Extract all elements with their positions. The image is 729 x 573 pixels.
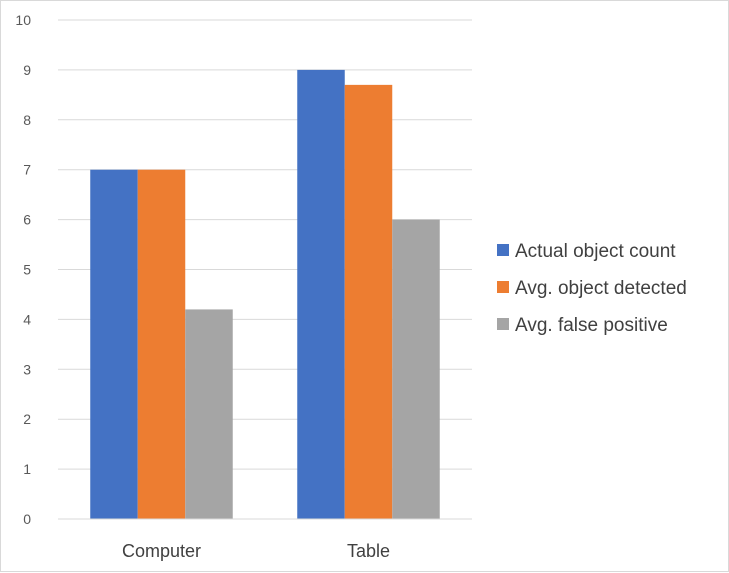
y-tick-label: 6 [23, 212, 31, 228]
y-tick-label: 0 [23, 511, 31, 527]
legend-label: Avg. object detected [515, 278, 687, 299]
y-tick-label: 7 [23, 162, 31, 178]
bar-computer-series-2 [137, 169, 186, 519]
legend: Actual object count Avg. object detected A… [497, 241, 687, 336]
y-tick-label: 2 [23, 411, 31, 427]
x-category-label: Table [347, 541, 390, 561]
y-tick-label: 5 [23, 262, 31, 278]
bars [90, 69, 440, 520]
bar-table-series-1 [297, 69, 345, 520]
y-tick-label: 10 [15, 12, 31, 28]
legend-swatch [497, 281, 509, 293]
y-tick-label: 1 [23, 461, 31, 477]
y-tick-label: 3 [23, 361, 31, 377]
legend-swatch [497, 318, 509, 330]
x-axis-categories: Computer Table [122, 541, 390, 561]
bar-table-series-3 [392, 219, 440, 519]
y-tick-label: 4 [23, 311, 31, 327]
bar-table-series-2 [344, 84, 393, 520]
legend-label: Actual object count [515, 241, 676, 262]
bar-computer-series-3 [185, 309, 233, 519]
legend-label: Avg. false positive [515, 315, 668, 336]
y-tick-label: 9 [23, 62, 31, 78]
legend-swatch [497, 244, 509, 256]
y-axis-ticks: 0 1 2 3 4 5 6 7 8 9 10 [15, 12, 31, 527]
bar-computer-series-1 [90, 169, 138, 519]
y-tick-label: 8 [23, 112, 31, 128]
x-category-label: Computer [122, 541, 201, 561]
